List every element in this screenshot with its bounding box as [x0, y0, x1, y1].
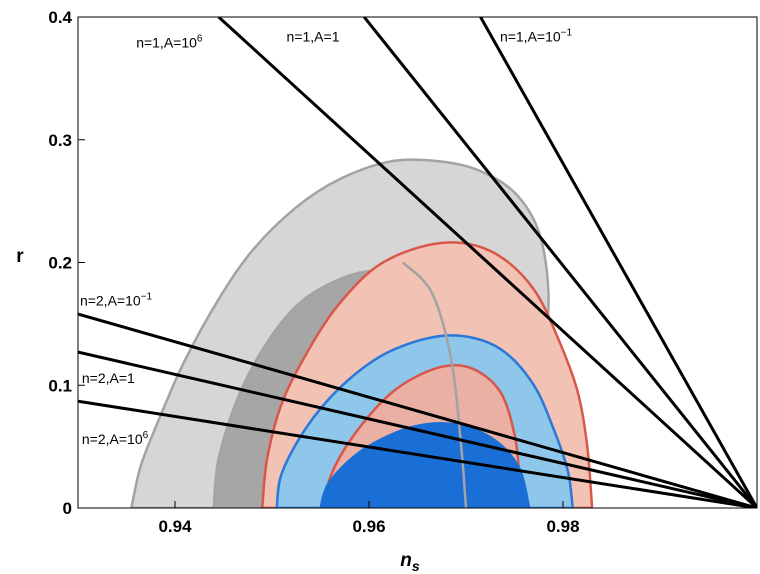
x-tick-label: 0.96: [352, 517, 385, 536]
line-label-4: n=2,A=10−1: [80, 291, 153, 308]
line-label-6: n=2,A=106: [82, 430, 149, 447]
x-axis-title: ns: [400, 550, 420, 574]
line-labels-layer: n=1,A=106 n=1,A=1 n=1,A=10−1 n=2,A=10−1 n=2,…: [80, 28, 573, 448]
x-tick-label: 0.94: [158, 517, 192, 536]
y-tick-label: 0.1: [48, 376, 72, 395]
model-lines-layer: [78, 17, 757, 508]
y-axis-ticks: 0 0.1 0.2 0.3 0.4: [48, 8, 85, 518]
x-axis-title-main: n: [400, 550, 412, 571]
model-line-3: [479, 17, 757, 508]
x-axis-title-sub: s: [412, 558, 420, 574]
model-line-1: [217, 17, 757, 508]
line-label-1: n=1,A=106: [136, 34, 203, 51]
y-tick-label: 0.4: [48, 8, 72, 27]
contour-layer: [130, 158, 594, 508]
line-label-2: n=1,A=1: [287, 29, 340, 45]
line-label-5: n=2,A=1: [82, 370, 135, 386]
grey-line: [401, 261, 468, 508]
y-tick-label: 0.3: [48, 131, 72, 150]
x-axis-ticks: 0.94 0.96 0.98: [158, 501, 580, 536]
x-tick-label: 0.98: [546, 517, 579, 536]
y-tick-label: 0.2: [48, 254, 72, 273]
y-tick-label: 0: [63, 499, 72, 518]
model-line-5: [78, 350, 757, 508]
model-line-4: [78, 312, 757, 508]
line-label-3: n=1,A=10−1: [500, 28, 573, 45]
model-line-2: [362, 17, 757, 508]
model-line-6: [78, 399, 757, 508]
y-axis-title: r: [16, 246, 24, 267]
